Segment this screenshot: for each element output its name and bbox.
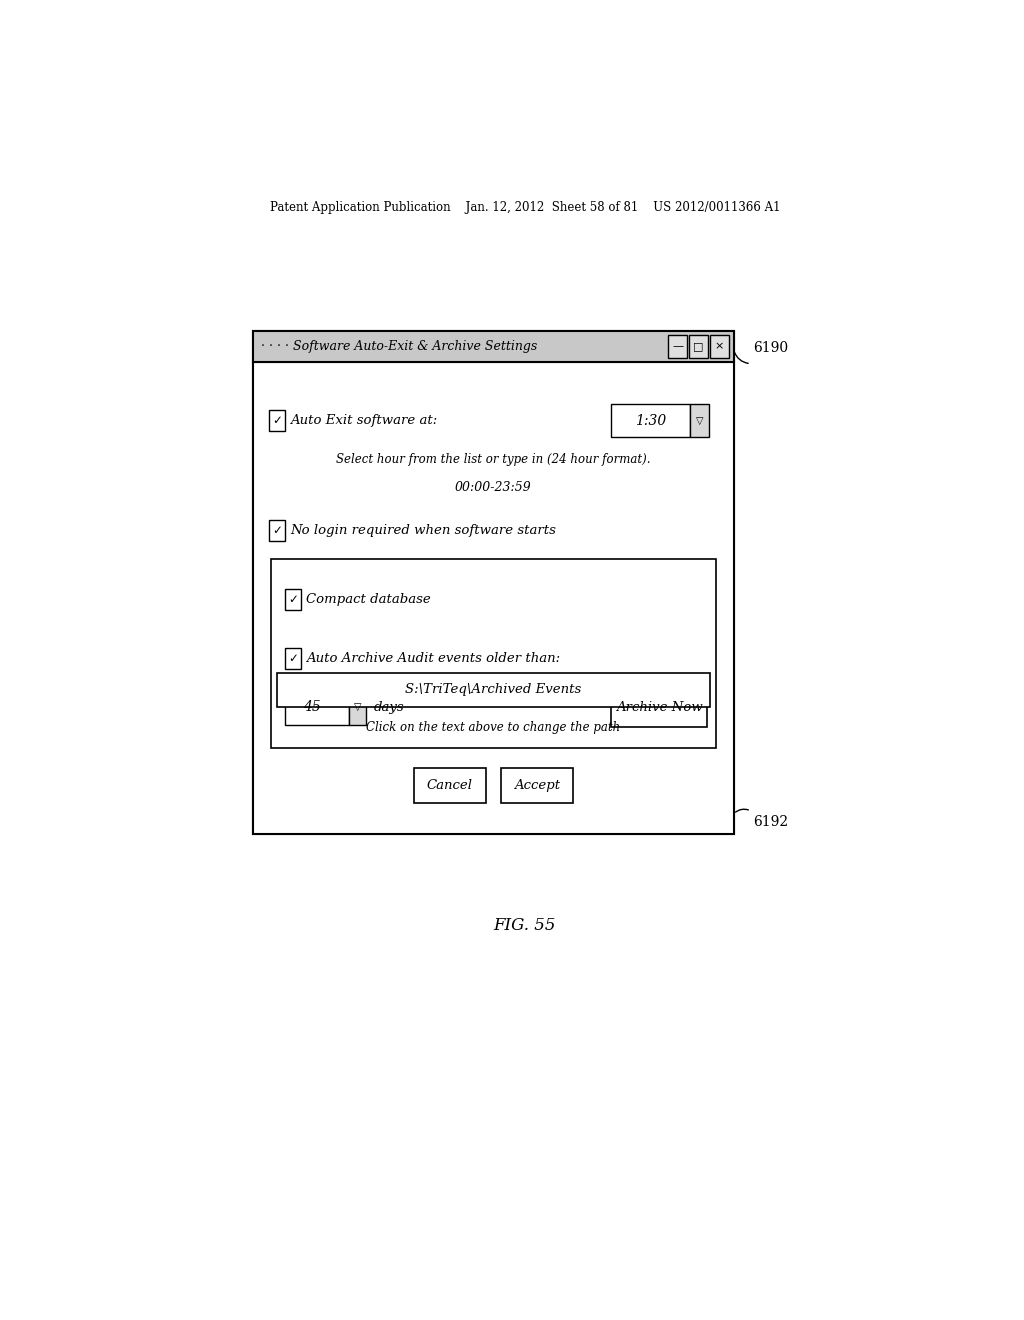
- Bar: [253, 331, 733, 362]
- Bar: [610, 404, 690, 437]
- Text: Archive Now: Archive Now: [615, 701, 702, 714]
- Text: No login required when software starts: No login required when software starts: [290, 524, 556, 537]
- Text: 6190: 6190: [754, 342, 788, 355]
- Text: Auto Archive Audit events older than:: Auto Archive Audit events older than:: [306, 652, 560, 665]
- Text: ✓: ✓: [272, 414, 283, 428]
- Text: S:\TriTeq\Archived Events: S:\TriTeq\Archived Events: [406, 684, 582, 697]
- Bar: [253, 362, 733, 834]
- Bar: [611, 688, 707, 726]
- Bar: [285, 589, 301, 610]
- Text: Auto Exit software at:: Auto Exit software at:: [290, 414, 437, 428]
- Text: Compact database: Compact database: [306, 593, 430, 606]
- Text: FIG. 55: FIG. 55: [494, 917, 556, 935]
- Bar: [669, 335, 687, 358]
- Text: ✓: ✓: [288, 652, 298, 665]
- Text: · · · · Software Auto-Exit & Archive Settings: · · · · Software Auto-Exit & Archive Set…: [261, 341, 538, 352]
- Bar: [710, 335, 729, 358]
- Text: ▽: ▽: [695, 416, 703, 425]
- Bar: [348, 690, 367, 725]
- Text: Accept: Accept: [514, 779, 560, 792]
- Text: ▽: ▽: [353, 702, 361, 713]
- Bar: [502, 768, 572, 803]
- Bar: [269, 520, 285, 541]
- Text: 00:00-23:59: 00:00-23:59: [455, 482, 531, 494]
- Bar: [253, 331, 733, 362]
- Text: Cancel: Cancel: [427, 779, 473, 792]
- Text: Click on the text above to change the path: Click on the text above to change the pa…: [367, 721, 621, 734]
- Text: Select hour from the list or type in (24 hour format).: Select hour from the list or type in (24…: [336, 453, 650, 466]
- Bar: [269, 411, 285, 430]
- Text: 1:30: 1:30: [635, 413, 666, 428]
- Text: days: days: [374, 701, 404, 714]
- Text: 45: 45: [303, 700, 321, 714]
- Text: ×: ×: [715, 342, 724, 351]
- Bar: [285, 690, 348, 725]
- Bar: [285, 648, 301, 669]
- Bar: [270, 558, 716, 748]
- Text: 6192: 6192: [754, 816, 788, 829]
- Text: Patent Application Publication    Jan. 12, 2012  Sheet 58 of 81    US 2012/00113: Patent Application Publication Jan. 12, …: [269, 201, 780, 214]
- Bar: [414, 768, 485, 803]
- Text: ✓: ✓: [272, 524, 283, 537]
- Text: —: —: [673, 342, 684, 351]
- Bar: [689, 335, 709, 358]
- Bar: [278, 673, 710, 708]
- Text: □: □: [693, 342, 703, 351]
- Text: ✓: ✓: [288, 593, 298, 606]
- Bar: [690, 404, 709, 437]
- Bar: [253, 331, 733, 834]
